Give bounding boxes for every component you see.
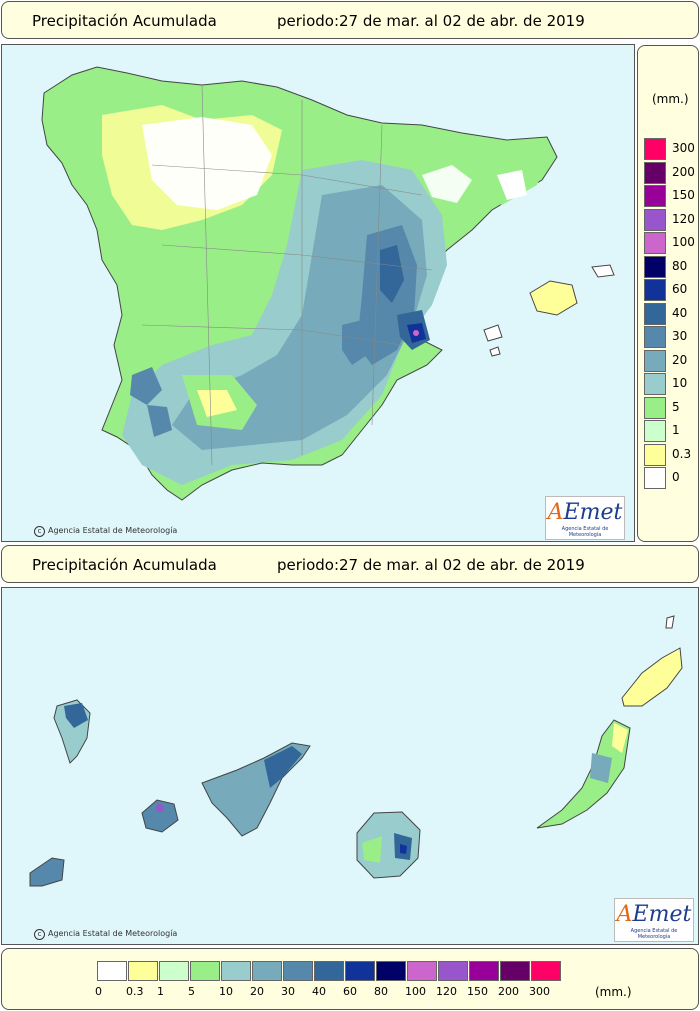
legend-label-20: 20 bbox=[250, 985, 264, 998]
period-label: periodo:27 de mar. al 02 de abr. de 2019 bbox=[277, 556, 585, 574]
legend-swatch-100 bbox=[407, 961, 437, 981]
copyright-icon: c bbox=[34, 929, 45, 940]
legend-label-300: 300 bbox=[672, 141, 695, 155]
legend-swatch-30 bbox=[283, 961, 313, 981]
logo-subtitle: Agencia Estatal de Meteorología bbox=[561, 526, 609, 538]
legend-label-1: 1 bbox=[672, 423, 680, 437]
legend-swatch-80 bbox=[376, 961, 406, 981]
vertical-legend: (mm.) 0 0.3 1 5 10 20 30 40 60 80 100 120 150 200 300 bbox=[637, 45, 699, 542]
legend-swatch-40 bbox=[314, 961, 344, 981]
legend-swatch-60 bbox=[345, 961, 375, 981]
legend-label-1: 1 bbox=[157, 985, 164, 998]
legend-label-0-3: 0.3 bbox=[126, 985, 144, 998]
fuerteventura-island bbox=[536, 719, 631, 829]
legend-label-30: 30 bbox=[672, 329, 688, 343]
bottom-header: Precipitación Acumulada periodo:27 de ma… bbox=[1, 545, 699, 583]
legend-unit: (mm.) bbox=[595, 985, 632, 999]
legend-swatch-120 bbox=[438, 961, 468, 981]
legend-label-100: 100 bbox=[672, 235, 695, 249]
legend-label-300: 300 bbox=[529, 985, 550, 998]
mallorca-island bbox=[529, 280, 578, 316]
credit-label-top: c Agencia Estatal de Meteorología bbox=[34, 526, 177, 537]
legend-swatch-20 bbox=[252, 961, 282, 981]
legend-label-30: 30 bbox=[281, 985, 295, 998]
copyright-icon: c bbox=[34, 526, 45, 537]
legend-label-200: 200 bbox=[672, 164, 695, 179]
legend-swatch-10 bbox=[221, 961, 251, 981]
legend-label-80: 80 bbox=[672, 258, 688, 273]
legend-label-40: 40 bbox=[672, 305, 688, 320]
legend-label-20: 20 bbox=[672, 352, 688, 367]
legend-swatch-150 bbox=[644, 185, 666, 207]
period-label: periodo:27 de mar. al 02 de abr. de 2019 bbox=[277, 12, 585, 30]
credit-text: Agencia Estatal de Meteorología bbox=[48, 526, 178, 535]
legend-label-60: 60 bbox=[672, 282, 688, 296]
legend-label-120: 120 bbox=[672, 211, 695, 226]
legend-swatch-20 bbox=[644, 349, 666, 372]
legend-label-80: 80 bbox=[374, 985, 388, 998]
legend-swatch-100 bbox=[644, 232, 666, 254]
menorca-island bbox=[591, 264, 615, 278]
legend-swatch-0 bbox=[97, 961, 127, 981]
legend-swatch-120 bbox=[644, 208, 666, 231]
el-hierro-island bbox=[29, 857, 65, 887]
legend-label-0: 0 bbox=[95, 985, 102, 998]
legend-swatch-0 bbox=[644, 467, 666, 489]
legend-label-150: 150 bbox=[672, 188, 695, 202]
legend-label-200: 200 bbox=[498, 985, 519, 998]
map-title: Precipitación Acumulada bbox=[32, 12, 217, 30]
legend-label-40: 40 bbox=[312, 985, 326, 998]
peninsula-map: c Agencia Estatal de Meteorología AEmet A… bbox=[1, 44, 635, 542]
credit-label-bottom: c Agencia Estatal de Meteorología bbox=[34, 929, 177, 940]
legend-label-10: 10 bbox=[672, 376, 688, 390]
aemet-logo-top: AEmet Agencia Estatal de Meteorología bbox=[545, 496, 625, 540]
legend-label-5: 5 bbox=[188, 985, 195, 998]
credit-text: Agencia Estatal de Meteorología bbox=[48, 929, 178, 938]
legend-swatch-1 bbox=[644, 420, 666, 442]
legend-label-10: 10 bbox=[219, 985, 233, 998]
legend-swatch-60 bbox=[644, 279, 666, 301]
lanzarote-island bbox=[621, 647, 683, 707]
legend-swatch-5 bbox=[190, 961, 220, 981]
legend-unit: (mm.) bbox=[652, 92, 689, 106]
legend-swatch-200 bbox=[500, 961, 530, 981]
top-header: Precipitación Acumulada periodo:27 de ma… bbox=[1, 1, 699, 39]
legend-label-100: 100 bbox=[405, 985, 426, 998]
canary-islands-map: c Agencia Estatal de Meteorología AEmet A… bbox=[1, 587, 699, 945]
legend-label-60: 60 bbox=[343, 985, 357, 998]
ibiza-island bbox=[483, 324, 503, 342]
legend-swatch-10 bbox=[644, 373, 666, 395]
legend-swatch-300 bbox=[644, 138, 666, 160]
legend-label-0-3: 0.3 bbox=[672, 446, 692, 461]
legend-label-5: 5 bbox=[672, 399, 680, 414]
legend-label-0: 0 bbox=[672, 470, 680, 484]
legend-swatch-40 bbox=[644, 302, 666, 325]
legend-swatch-0-3 bbox=[128, 961, 158, 981]
legend-label-120: 120 bbox=[436, 985, 457, 998]
horizontal-legend: 0 0.3 1 5 10 20 30 40 60 80 100 120 150 200 300 (mm.) bbox=[1, 948, 699, 1010]
logo-mark: AEmet bbox=[547, 500, 623, 525]
legend-swatch-5 bbox=[644, 396, 666, 419]
legend-swatch-300 bbox=[531, 961, 561, 981]
legend-swatch-30 bbox=[644, 326, 666, 348]
legend-swatch-0-3 bbox=[644, 443, 666, 466]
legend-swatch-1 bbox=[159, 961, 189, 981]
logo-mark: AEmet bbox=[616, 902, 692, 927]
legend-swatch-200 bbox=[644, 161, 666, 184]
legend-label-150: 150 bbox=[467, 985, 488, 998]
logo-subtitle: Agencia Estatal de Meteorología bbox=[630, 928, 678, 940]
la-gomera-island bbox=[141, 799, 179, 833]
map-title: Precipitación Acumulada bbox=[32, 556, 217, 574]
legend-swatch-80 bbox=[644, 255, 666, 278]
aemet-logo-bottom: AEmet Agencia Estatal de Meteorología bbox=[614, 898, 694, 942]
legend-swatch-150 bbox=[469, 961, 499, 981]
